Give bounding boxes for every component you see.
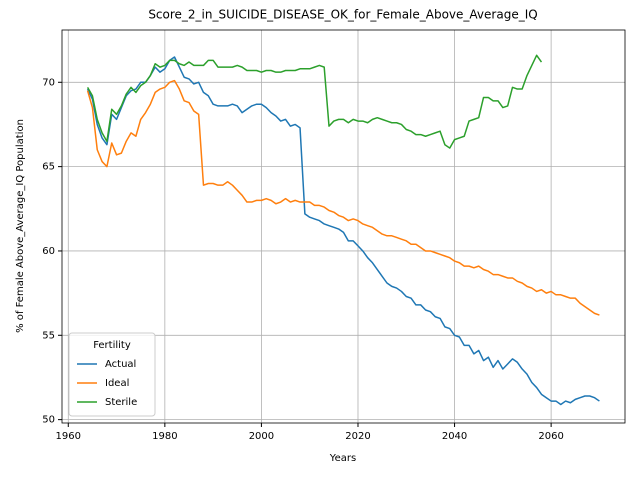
x-tick-label: 2060 (538, 431, 563, 442)
legend-label: Ideal (105, 378, 129, 389)
series-line (86, 54, 543, 149)
y-axis-label: % of Female Above_Average_IQ Population (15, 119, 26, 333)
legend-label: Actual (105, 359, 136, 370)
x-tick-label: 1980 (152, 431, 177, 442)
legend-title: Fertility (93, 340, 131, 351)
legend-label: Sterile (105, 397, 137, 408)
y-tick-label: 55 (42, 330, 55, 341)
plot-frame (61, 29, 626, 424)
x-tick-label: 2020 (345, 431, 370, 442)
x-tick-label: 1960 (56, 431, 81, 442)
y-tick-label: 50 (42, 415, 55, 426)
y-tick-label: 65 (42, 162, 55, 173)
legend: Fertility Actual Ideal Sterile (68, 332, 156, 417)
y-tick-label: 70 (42, 77, 55, 88)
series-line (86, 56, 600, 406)
series-line (86, 79, 600, 316)
chart-title: Score_2_in_SUICIDE_DISEASE_OK_for_Female… (148, 8, 537, 22)
x-tick-label: 2040 (442, 431, 467, 442)
x-tick-label: 2000 (249, 431, 274, 442)
legend-box (68, 332, 156, 417)
x-axis-label: Years (329, 453, 356, 464)
y-tick-label: 60 (42, 246, 55, 257)
